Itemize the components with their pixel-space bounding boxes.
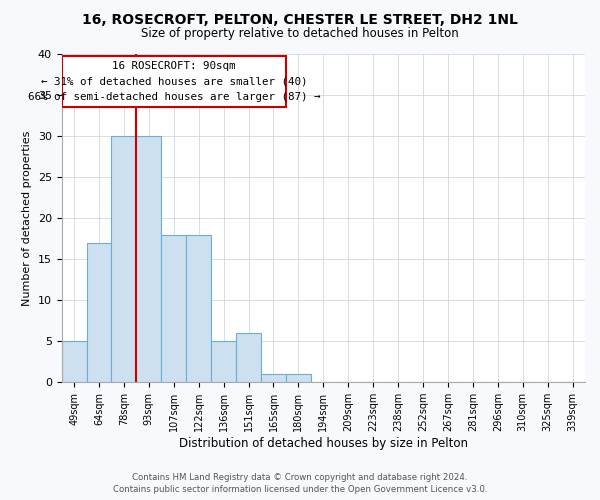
Bar	[161, 234, 186, 382]
Text: Contains HM Land Registry data © Crown copyright and database right 2024.
Contai: Contains HM Land Registry data © Crown c…	[113, 472, 487, 494]
Bar	[286, 374, 311, 382]
Bar	[62, 341, 86, 382]
Text: 16, ROSECROFT, PELTON, CHESTER LE STREET, DH2 1NL: 16, ROSECROFT, PELTON, CHESTER LE STREET…	[82, 12, 518, 26]
Bar	[112, 136, 136, 382]
Bar	[136, 136, 161, 382]
Text: Size of property relative to detached houses in Pelton: Size of property relative to detached ho…	[141, 28, 459, 40]
X-axis label: Distribution of detached houses by size in Pelton: Distribution of detached houses by size …	[179, 437, 468, 450]
Y-axis label: Number of detached properties: Number of detached properties	[22, 130, 32, 306]
Bar	[186, 234, 211, 382]
Bar	[261, 374, 286, 382]
Bar	[86, 242, 112, 382]
Bar	[236, 333, 261, 382]
Bar	[211, 341, 236, 382]
Text: 16 ROSECROFT: 90sqm
← 31% of detached houses are smaller (40)
66% of semi-detach: 16 ROSECROFT: 90sqm ← 31% of detached ho…	[28, 61, 320, 102]
FancyBboxPatch shape	[62, 56, 286, 108]
